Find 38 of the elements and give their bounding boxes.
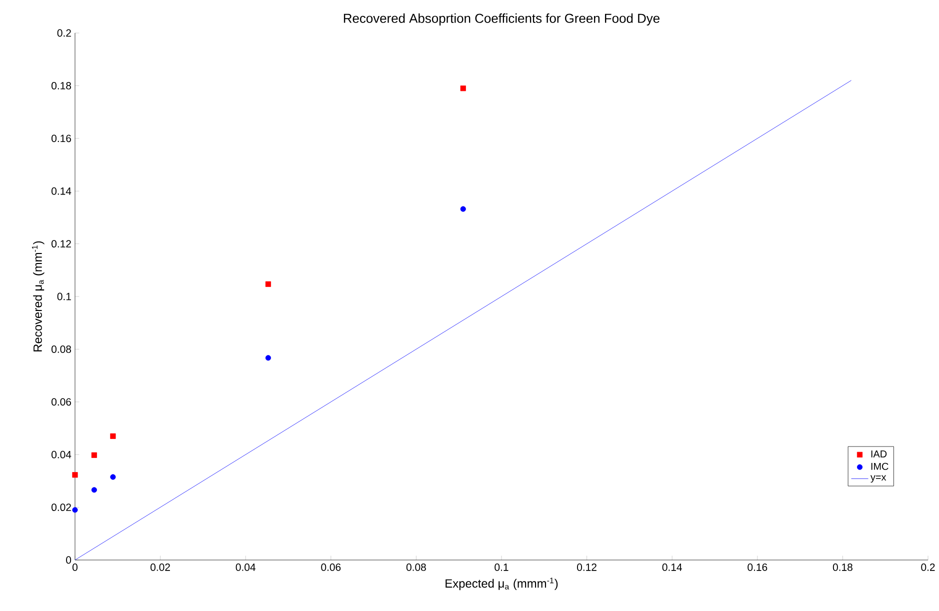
y-tick-label: 0.18: [52, 82, 72, 90]
x-tick-label: 0.06: [321, 564, 341, 571]
point: [91, 452, 97, 458]
x-tick-label: 0.16: [748, 564, 768, 571]
point: [460, 206, 466, 212]
point: [265, 281, 271, 287]
legend-label: y=x: [870, 475, 886, 483]
y-tick-label: 0.04: [52, 450, 72, 458]
y-tick-label: 0.08: [52, 346, 72, 353]
y-axis-title: Recovered μ$_{a}$ (mm$^{-1}$): [32, 241, 44, 352]
y-tick-label: 0.2: [57, 29, 71, 37]
y-tick-label: 0.16: [52, 134, 72, 142]
x-axis-title: Expected μ$_{a}$ (mmm$^{-1}$): [446, 578, 558, 590]
y-tick-label: 0.14: [52, 187, 72, 195]
y-tick-label: 0.06: [52, 398, 72, 406]
x-tick-label: 0.12: [577, 564, 596, 571]
point: [72, 472, 78, 478]
point: [110, 433, 116, 439]
legend-label: IAD: [871, 450, 887, 458]
x-tick-label: 0.02: [150, 564, 170, 571]
point: [72, 507, 78, 513]
x-tick-label: 0: [72, 564, 78, 571]
y-tick-label: 0: [66, 556, 72, 564]
y-tick-label: 0.1: [57, 292, 71, 300]
chart-title: Recovered Absoprtion Coefficients for Green Food Dye: [344, 13, 660, 26]
y-tick-label: 0.12: [52, 240, 71, 248]
point: [265, 355, 271, 361]
x-tick-label: 0.04: [236, 564, 256, 571]
point: [91, 487, 97, 493]
y-tick-label: 0.02: [52, 504, 71, 512]
x-tick-label: 0.08: [406, 564, 426, 571]
x-tick-label: 0.14: [662, 564, 682, 571]
point: [110, 474, 116, 480]
legend-label: IMC: [871, 462, 888, 470]
x-tick-label: 0.1: [494, 564, 508, 571]
x-tick-label: 0.2: [921, 564, 935, 571]
point: [460, 86, 466, 92]
x-tick-label: 0.18: [832, 564, 852, 571]
